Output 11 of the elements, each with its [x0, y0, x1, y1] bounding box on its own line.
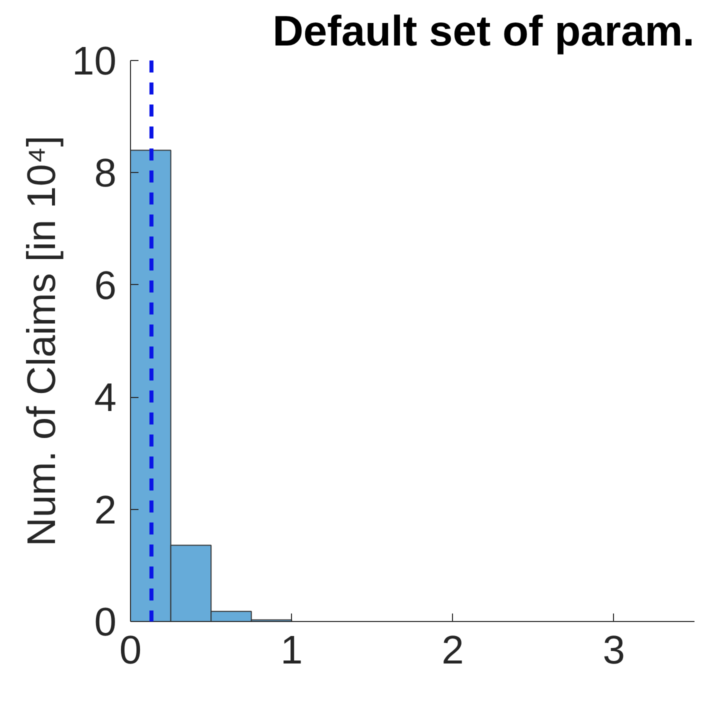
x-tick-label: 3 — [602, 628, 626, 672]
chart-title: Default set of param. — [272, 8, 695, 56]
y-tick-label: 2 — [94, 488, 117, 532]
y-tick-label: 0 — [94, 600, 117, 644]
y-axis-title: Num. of Claims [in 10⁴] — [20, 136, 64, 546]
y-tick-label: 4 — [94, 376, 117, 420]
x-tick-label: 1 — [280, 628, 303, 672]
y-tick-label: 10 — [72, 40, 117, 84]
y-tick-label: 6 — [94, 264, 117, 308]
x-tick-label: 2 — [442, 628, 464, 672]
y-tick-label: 8 — [94, 152, 117, 196]
